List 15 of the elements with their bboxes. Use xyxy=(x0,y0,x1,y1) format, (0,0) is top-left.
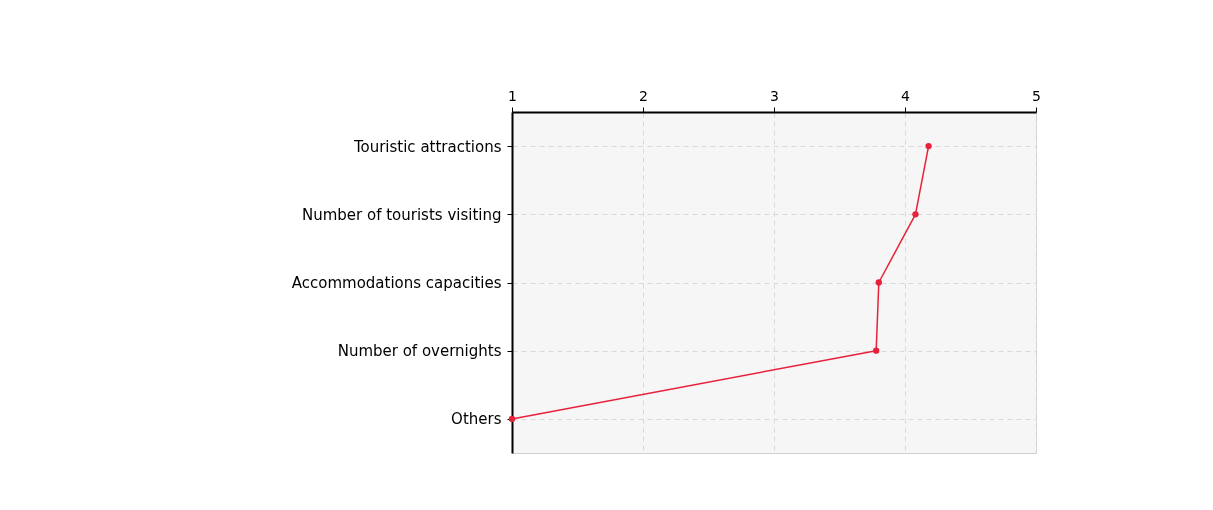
x-tick-label: 4 xyxy=(901,87,911,104)
x-tick-label: 3 xyxy=(770,87,779,104)
x-tick-label: 2 xyxy=(639,87,648,104)
x-tick-label: 1 xyxy=(508,87,517,104)
x-tick-label: 5 xyxy=(1032,87,1041,104)
point xyxy=(508,415,516,423)
y-tick-label: Accommodations capacities xyxy=(291,274,502,292)
y-tick-label: Number of overnights xyxy=(337,342,502,361)
point xyxy=(875,279,882,286)
point xyxy=(925,142,932,150)
y-tick-label: Others xyxy=(451,410,502,429)
point xyxy=(912,211,919,218)
y-tick-label: Touristic attractions xyxy=(352,137,502,156)
point xyxy=(873,347,880,354)
y-tick-label: Number of tourists visiting xyxy=(301,205,502,224)
